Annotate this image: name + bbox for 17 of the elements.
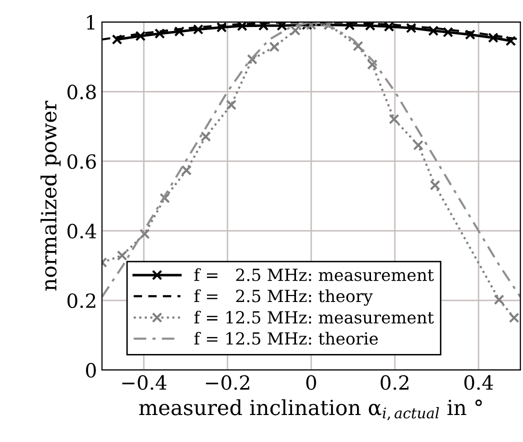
y-tick-label: 0 (86, 362, 96, 378)
x-axis-title: measured inclination α$_{i,actual}$ in ° (139, 399, 482, 420)
y-tick-label: 0.4 (67, 224, 96, 238)
legend-label: f = 2.5 MHz: measurement (194, 268, 434, 282)
y-tick-label: 0.8 (67, 84, 96, 100)
x-tick-label: −0.2 (206, 375, 250, 390)
x-tick-label: 0.4 (464, 375, 494, 390)
legend-label: f = 2.5 MHz: theory (194, 289, 373, 306)
y-tick-label: 1 (87, 15, 94, 30)
legend-label: f = 12.5 MHz: theorie (194, 332, 378, 345)
x-tick-label: −0.4 (122, 375, 166, 390)
y-tick-label: 0.2 (67, 293, 96, 308)
x-tick-label: 0.2 (380, 375, 408, 390)
y-axis-title: normalized power (40, 100, 61, 291)
y-tick-label: 0.6 (67, 154, 96, 169)
legend-label: f = 12.5 MHz: measurement (194, 310, 434, 324)
x-tick-label: 0 (306, 375, 316, 390)
